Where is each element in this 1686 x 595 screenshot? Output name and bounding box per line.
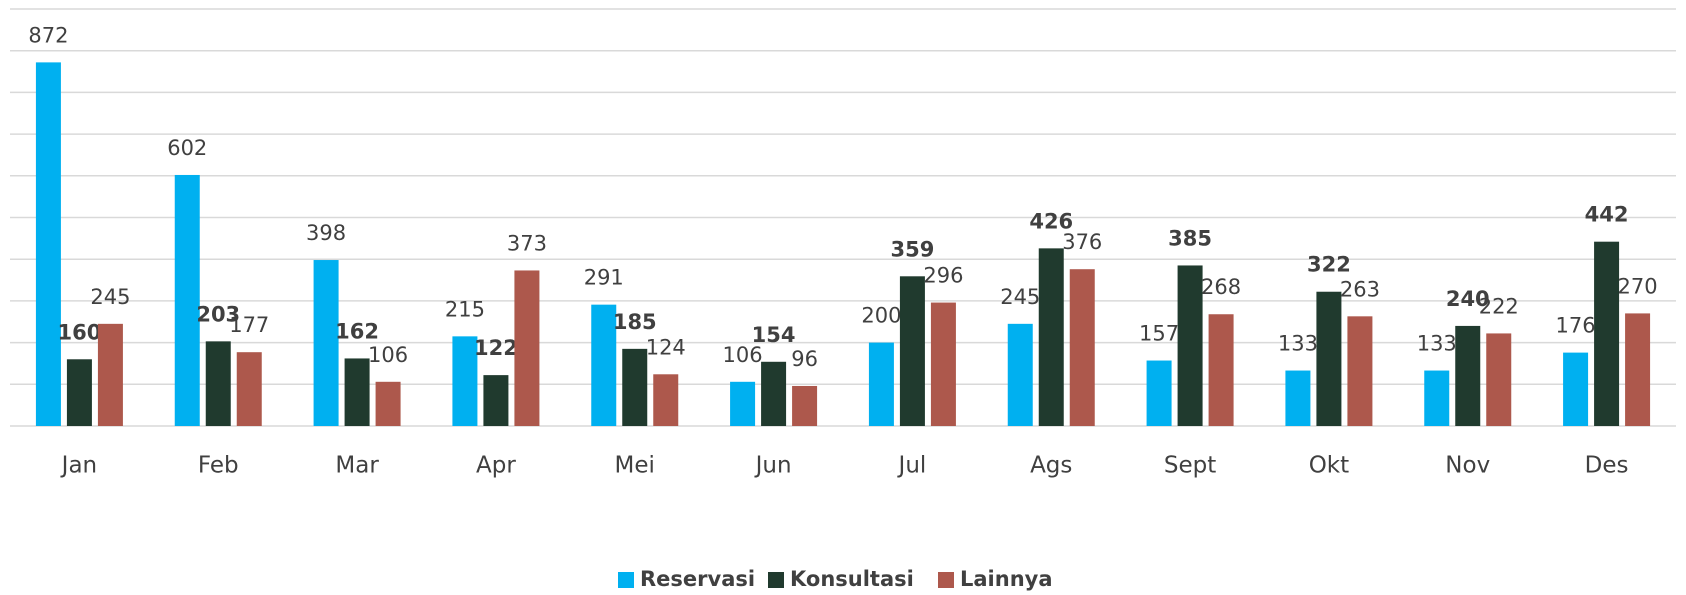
legend-label: Konsultasi — [790, 567, 914, 591]
bar — [452, 336, 478, 426]
data-label: 263 — [1340, 277, 1380, 301]
data-label: 376 — [1062, 230, 1102, 254]
data-label: 154 — [752, 323, 796, 347]
data-label: 240 — [1446, 287, 1490, 311]
x-tick-label: Des — [1585, 453, 1629, 479]
bar — [1594, 241, 1620, 426]
bar — [761, 361, 787, 426]
bar — [1455, 325, 1481, 426]
legend-swatch — [768, 572, 784, 588]
data-label: 359 — [890, 237, 934, 261]
data-label: 96 — [791, 347, 818, 371]
data-label: 245 — [1000, 285, 1040, 309]
data-label: 124 — [646, 335, 686, 359]
data-label: 270 — [1618, 274, 1658, 298]
data-label: 133 — [1278, 332, 1318, 356]
bar — [1177, 265, 1203, 426]
bar — [483, 375, 509, 426]
legend-swatch — [618, 572, 634, 588]
data-label: 133 — [1417, 332, 1457, 356]
bar — [653, 374, 679, 426]
data-label: 373 — [507, 231, 547, 255]
data-label: 122 — [474, 336, 518, 360]
x-tick-label: Feb — [198, 453, 239, 479]
bar — [792, 385, 818, 426]
x-tick-label: Mei — [615, 453, 655, 479]
data-label: 200 — [861, 304, 901, 328]
bar — [930, 302, 956, 426]
data-label: 602 — [167, 136, 207, 160]
bar — [97, 323, 123, 426]
data-label: 322 — [1307, 253, 1351, 277]
bar — [1347, 316, 1373, 426]
bar — [1208, 314, 1234, 426]
bar — [313, 260, 339, 426]
x-tick-label: Apr — [476, 453, 516, 479]
bar — [591, 304, 617, 426]
bar — [375, 381, 401, 426]
bar — [1486, 333, 1512, 426]
bar — [1069, 269, 1095, 426]
x-tick-label: Jan — [60, 453, 97, 479]
data-label: 106 — [723, 343, 763, 367]
data-label: 157 — [1139, 322, 1179, 346]
data-label: 185 — [613, 310, 657, 334]
bar — [1007, 323, 1033, 426]
x-tick-label: Jun — [754, 453, 792, 479]
data-label: 426 — [1029, 209, 1073, 233]
bar — [1316, 291, 1342, 426]
data-label: 291 — [584, 266, 624, 290]
data-label: 203 — [196, 302, 240, 326]
x-tick-label: Sept — [1164, 453, 1216, 479]
bar — [514, 270, 540, 426]
bar — [1563, 352, 1589, 426]
data-label: 385 — [1168, 226, 1212, 250]
data-label: 442 — [1585, 203, 1629, 227]
data-label: 296 — [923, 264, 963, 288]
legend-swatch — [938, 572, 954, 588]
bar — [622, 348, 648, 426]
bar — [236, 352, 262, 426]
data-label: 177 — [229, 313, 269, 337]
x-tick-label: Ags — [1030, 453, 1072, 479]
bar — [174, 174, 200, 426]
x-tick-label: Okt — [1309, 453, 1349, 479]
bar — [344, 358, 370, 426]
x-tick-label: Nov — [1445, 453, 1490, 479]
data-label: 106 — [368, 343, 408, 367]
bar — [1285, 370, 1311, 426]
data-label: 872 — [28, 23, 68, 47]
bar — [205, 341, 231, 426]
data-label: 215 — [445, 297, 485, 321]
bar — [35, 62, 61, 426]
bar — [1038, 248, 1064, 426]
legend-label: Lainnya — [960, 567, 1053, 591]
bar — [66, 359, 92, 426]
data-label: 162 — [335, 319, 379, 343]
bar — [1625, 313, 1651, 426]
bar — [730, 381, 756, 426]
x-tick-label: Mar — [335, 453, 379, 479]
data-label: 160 — [57, 320, 101, 344]
data-label: 245 — [90, 285, 130, 309]
data-label: 398 — [306, 221, 346, 245]
bar — [1146, 360, 1172, 426]
bar — [1424, 370, 1450, 426]
data-label: 176 — [1556, 314, 1596, 338]
bar — [868, 342, 894, 426]
legend-label: Reservasi — [640, 567, 755, 591]
x-tick-label: Jul — [897, 453, 927, 479]
bar — [899, 276, 925, 426]
data-label: 222 — [1479, 294, 1519, 318]
data-label: 268 — [1201, 275, 1241, 299]
